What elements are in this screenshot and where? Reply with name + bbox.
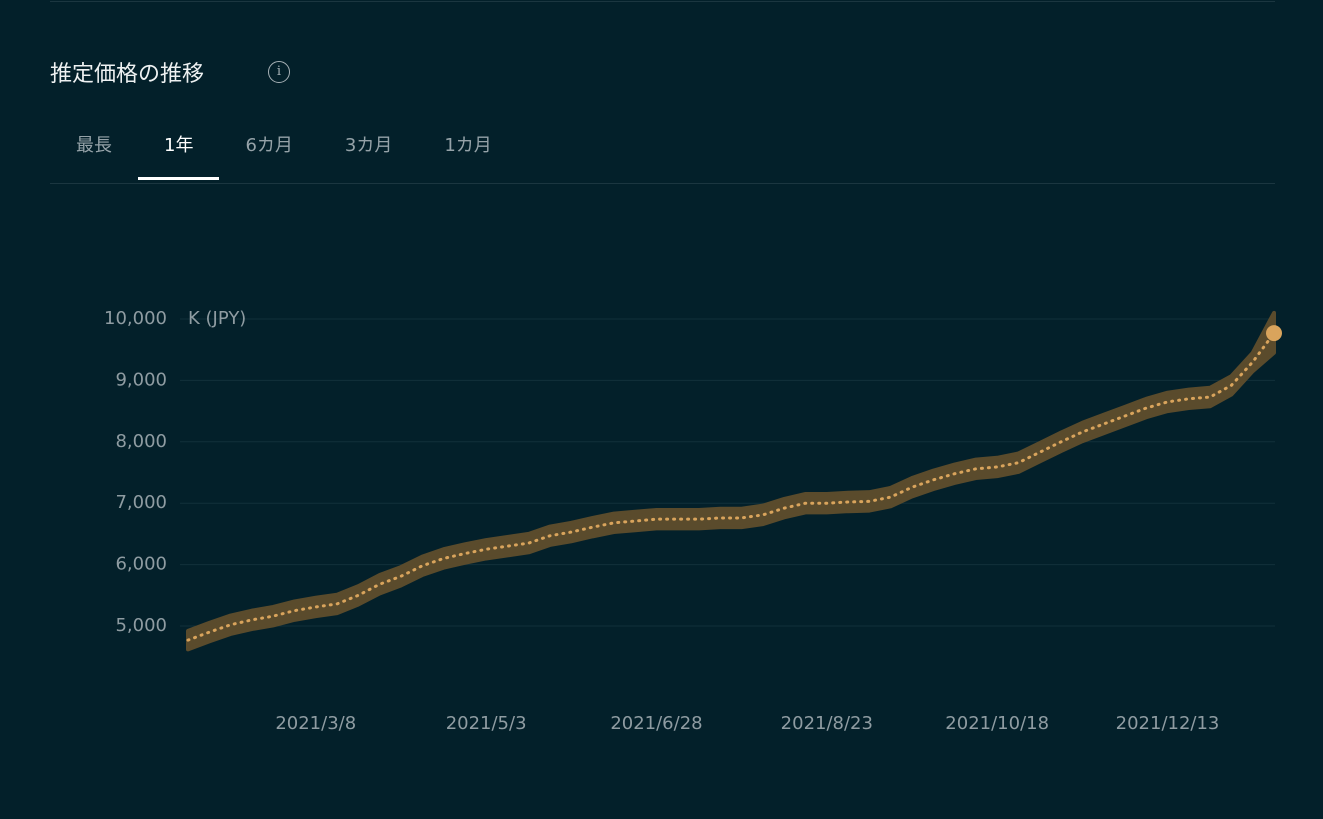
x-tick-label: 2021/3/8 bbox=[275, 713, 356, 734]
x-tick-label: 2021/8/23 bbox=[781, 713, 873, 734]
info-icon[interactable]: i bbox=[268, 61, 290, 83]
estimate-band bbox=[186, 310, 1276, 652]
top-rule bbox=[50, 1, 1275, 2]
period-tabs: 最長 1年 6カ月 3カ月 1カ月 bbox=[50, 128, 518, 183]
latest-point bbox=[1266, 325, 1282, 342]
x-tick-label: 2021/12/13 bbox=[1116, 713, 1220, 734]
period-tab[interactable]: 6カ月 bbox=[245, 135, 293, 156]
x-tick-label: 2021/6/28 bbox=[610, 713, 702, 734]
y-tick-label: 9,000 bbox=[115, 369, 167, 390]
price-line bbox=[186, 331, 1276, 642]
period-tab[interactable]: 1カ月 bbox=[444, 135, 492, 156]
y-axis-unit: K (JPY) bbox=[188, 308, 246, 329]
y-tick-label: 10,000 bbox=[104, 308, 167, 329]
x-tick-label: 2021/5/3 bbox=[446, 713, 527, 734]
period-tab[interactable]: 1年 bbox=[138, 128, 220, 180]
tab-divider bbox=[50, 183, 1275, 184]
y-tick-label: 5,000 bbox=[115, 615, 167, 636]
y-tick-label: 8,000 bbox=[115, 431, 167, 452]
period-tab[interactable]: 最長 bbox=[76, 135, 112, 156]
x-tick-label: 2021/10/18 bbox=[945, 713, 1049, 734]
y-tick-label: 6,000 bbox=[115, 554, 167, 575]
period-tab[interactable]: 3カ月 bbox=[344, 135, 393, 156]
section-title: 推定価格の推移 bbox=[50, 62, 205, 87]
y-tick-label: 7,000 bbox=[115, 492, 167, 513]
